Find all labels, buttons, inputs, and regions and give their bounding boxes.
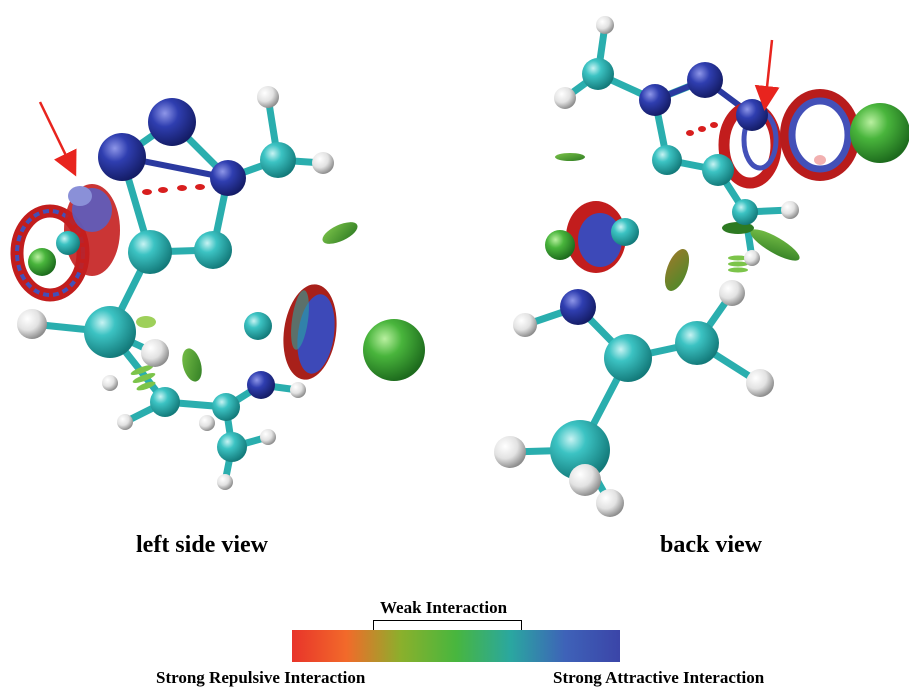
back-hydrogen-10	[596, 489, 624, 517]
left-green-disk-2	[182, 348, 202, 382]
back-hydrogen-3	[781, 201, 799, 219]
back-hydrogen-8	[494, 436, 526, 468]
back-blob-isosurface	[566, 201, 626, 273]
weak-interaction-label: Weak Interaction	[380, 598, 508, 617]
back-carbon-1	[582, 58, 614, 90]
strong-attractive-label: Strong Attractive Interaction	[553, 668, 765, 687]
back-view-molecule	[494, 16, 909, 517]
left-carbon-3	[260, 142, 296, 178]
back-carbon-3	[702, 154, 734, 186]
back-green-disk-3	[722, 222, 754, 234]
left-arrow	[38, 101, 77, 177]
left-nitrogen-1	[98, 133, 146, 181]
back-hydrogen-7	[746, 369, 774, 397]
left-hydrogen-7	[199, 415, 215, 431]
back-hydrogen-1	[596, 16, 614, 34]
left-nitrogen-3	[210, 160, 246, 196]
left-hydrogen-4	[141, 339, 169, 367]
back-pink-dot	[814, 155, 826, 165]
left-green-stripes	[130, 365, 156, 391]
back-nitrogen-4	[560, 289, 596, 325]
left-hydrogen-9	[217, 474, 233, 490]
back-hydrogen-6	[719, 280, 745, 306]
weak-interaction-bracket	[373, 620, 522, 630]
back-hydrogen-2	[554, 87, 576, 109]
back-nitrogen-1	[639, 84, 671, 116]
back-view-label: back view	[660, 532, 762, 558]
back-hydrogen-4	[744, 250, 760, 266]
left-hydrogen-2	[312, 152, 334, 174]
left-nitrogen-2	[148, 98, 196, 146]
left-hydrogen-5	[117, 414, 133, 430]
back-dotted-contacts	[686, 122, 718, 136]
left-hydrogen-10	[290, 382, 306, 398]
back-brown-disk	[664, 249, 690, 291]
back-green-sphere-small	[545, 230, 575, 260]
back-green-disk-2	[750, 229, 800, 261]
back-hydrogen-9	[569, 464, 601, 496]
back-green-stripes	[728, 255, 748, 273]
left-hydrogen-6	[102, 375, 118, 391]
back-green-sphere-large	[850, 103, 909, 163]
back-hydrogen-5	[513, 313, 537, 337]
left-carbon-1	[128, 230, 172, 274]
left-lens-isosurface	[283, 284, 337, 380]
left-ring-isosurface	[10, 184, 120, 302]
left-side-molecule	[10, 86, 425, 490]
back-carbon-6	[675, 321, 719, 365]
left-carbon-9	[56, 231, 80, 255]
left-dotted-contacts	[142, 184, 205, 195]
left-green-disk-1	[322, 222, 358, 244]
left-nitrogen-4	[247, 371, 275, 399]
back-arrow	[754, 39, 780, 111]
left-carbon-7	[217, 432, 247, 462]
left-side-view-label: left side view	[136, 532, 268, 558]
back-carbon-blob	[611, 218, 639, 246]
interaction-colorbar	[292, 630, 620, 662]
back-carbon-7	[550, 420, 610, 480]
left-carbon-5	[150, 387, 180, 417]
left-green-sphere-small	[28, 248, 56, 276]
left-hydrogen-3	[17, 309, 47, 339]
back-nitrogen-3	[736, 99, 768, 131]
back-carbon-2	[652, 145, 682, 175]
left-carbon-4	[84, 306, 136, 358]
left-green-sphere-large	[363, 319, 425, 381]
left-hydrogen-1	[257, 86, 279, 108]
left-carbon-2	[194, 231, 232, 269]
left-green-disk-3	[136, 316, 156, 328]
left-carbon-8	[244, 312, 272, 340]
back-nitrogen-2	[687, 62, 723, 98]
strong-repulsive-label: Strong Repulsive Interaction	[156, 668, 366, 687]
back-green-disk-1	[555, 153, 585, 161]
left-carbon-6	[212, 393, 240, 421]
back-carbon-5	[604, 334, 652, 382]
left-hydrogen-8	[260, 429, 276, 445]
back-carbon-4	[732, 199, 758, 225]
